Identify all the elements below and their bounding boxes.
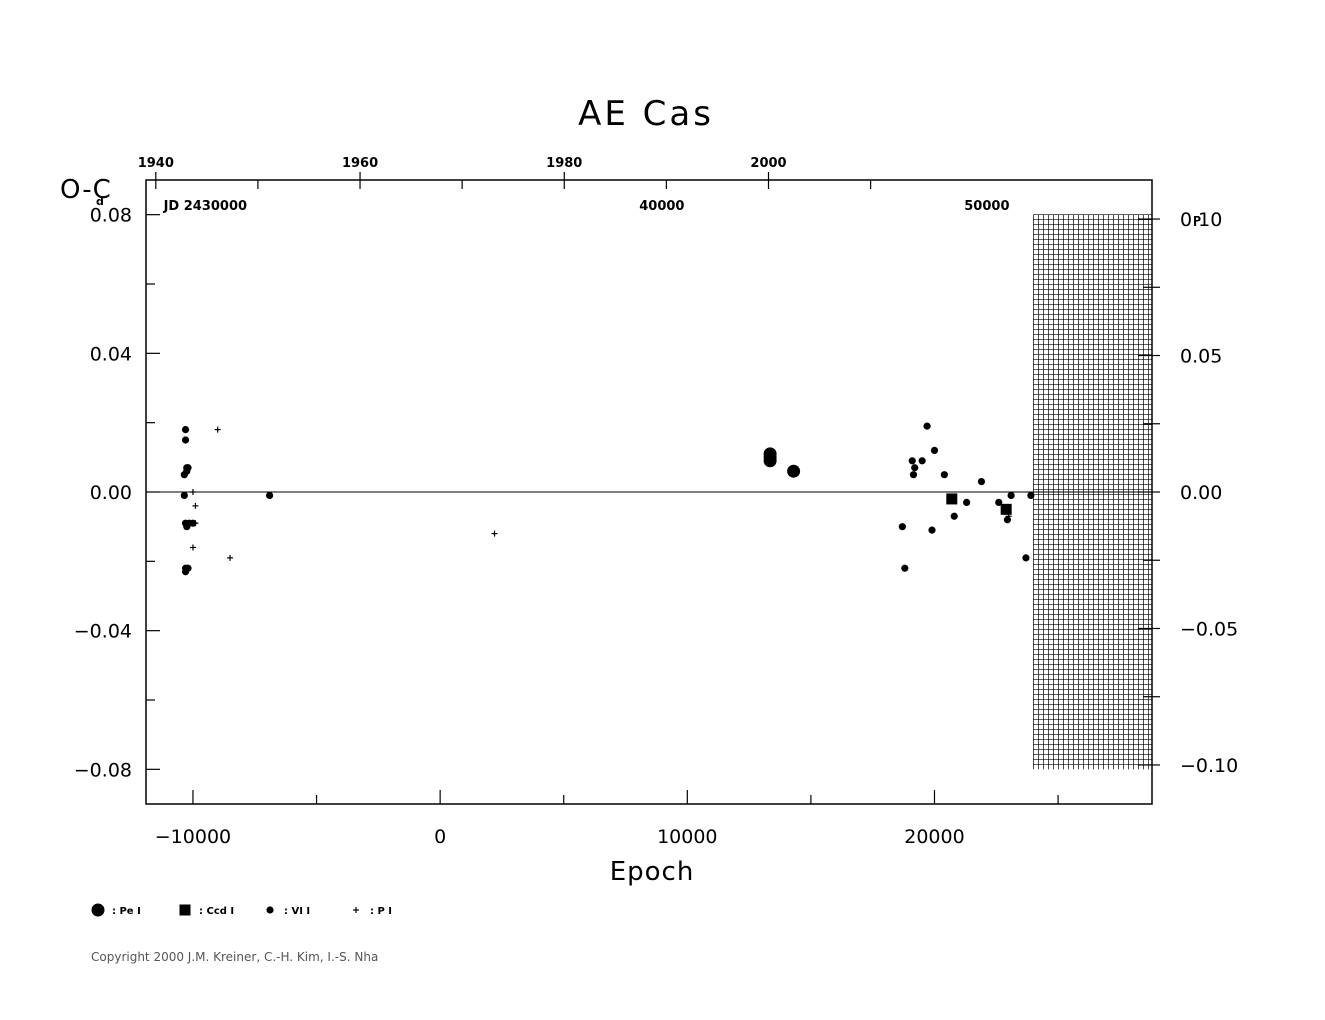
data-point-small-circle bbox=[940, 471, 948, 479]
data-point-plus bbox=[491, 530, 498, 537]
data-point-plus bbox=[192, 502, 199, 509]
data-point-plus bbox=[227, 554, 234, 561]
y-tick-label: 0.04 bbox=[90, 343, 132, 365]
legend: : Pe I : Ccd I : VI I : P I bbox=[91, 903, 392, 917]
data-point-plus bbox=[189, 489, 196, 495]
data-point-large-circle bbox=[763, 454, 777, 468]
top-jd-label: JD 2430000 bbox=[163, 199, 247, 214]
data-point-small-circle bbox=[930, 446, 939, 454]
right-y-axis-unit: P bbox=[1193, 214, 1201, 227]
tick-labels: −10000 0 10000 20000 0.08 0.04 0.00 −0.04 −0.08 0… bbox=[74, 156, 1238, 848]
data-point-small-circle bbox=[180, 491, 188, 500]
data-point-plus bbox=[1005, 513, 1012, 520]
data-point-large-circle bbox=[787, 464, 801, 478]
legend-label: : Ccd I bbox=[199, 906, 234, 917]
top-jd-label: 50000 bbox=[964, 199, 1009, 214]
data-point-square bbox=[1000, 503, 1012, 515]
data-point-plus bbox=[189, 544, 196, 551]
x-tick-label: 0 bbox=[434, 826, 446, 848]
data-point-small-circle bbox=[918, 457, 926, 465]
x-axis-title: Epoch bbox=[610, 857, 695, 887]
y-tick-label: 0.00 bbox=[90, 482, 132, 504]
legend-label: : Pe I bbox=[112, 906, 141, 917]
copyright-text: Copyright 2000 J.M. Kreiner, C.-H. Kim, … bbox=[91, 950, 378, 964]
top-year-label: 1980 bbox=[546, 156, 582, 171]
data-point-small-circle bbox=[1003, 516, 1012, 524]
legend-symbol-square bbox=[179, 904, 191, 916]
right-y-tick-label: 0.05 bbox=[1180, 346, 1222, 368]
x-tick-label: 20000 bbox=[904, 826, 964, 848]
y-tick-label: −0.08 bbox=[74, 759, 132, 781]
chart-title: AE Cas bbox=[578, 94, 714, 134]
legend-label: : VI I bbox=[284, 906, 310, 917]
data-point-small-circle bbox=[180, 471, 188, 479]
data-point-small-circle bbox=[184, 464, 192, 472]
data-point-square bbox=[946, 493, 958, 505]
y-axis-unit: d bbox=[96, 195, 104, 208]
data-point-small-circle bbox=[908, 457, 916, 465]
data-point-small-circle bbox=[1027, 491, 1035, 500]
top-year-label: 1960 bbox=[342, 156, 378, 171]
data-point-small-circle bbox=[181, 436, 190, 444]
legend-symbol-large-circle bbox=[91, 903, 105, 917]
data-points bbox=[180, 422, 1035, 576]
y-axis-title: O-C bbox=[60, 175, 112, 205]
top-jd-label: 40000 bbox=[639, 199, 684, 214]
right-y-tick-label: −0.10 bbox=[1180, 755, 1238, 777]
data-point-plus bbox=[214, 426, 221, 433]
data-point-small-circle bbox=[977, 478, 986, 486]
data-point-small-circle bbox=[181, 426, 190, 434]
data-point-small-circle bbox=[923, 422, 931, 430]
data-point-small-circle bbox=[898, 523, 906, 531]
top-year-label: 1940 bbox=[138, 156, 174, 171]
data-point-plus bbox=[192, 520, 199, 527]
y-tick-label: 0.08 bbox=[90, 205, 132, 227]
data-point-small-circle bbox=[963, 498, 971, 506]
x-tick-label: 10000 bbox=[657, 826, 717, 848]
data-point-small-circle bbox=[911, 464, 919, 472]
data-point-small-circle bbox=[950, 512, 958, 520]
data-point-small-circle bbox=[1007, 491, 1015, 500]
data-point-small-circle bbox=[928, 526, 936, 534]
top-year-label: 2000 bbox=[750, 156, 786, 171]
data-point-small-circle bbox=[995, 498, 1003, 506]
data-point-small-circle bbox=[181, 564, 190, 572]
legend-symbol-plus bbox=[353, 907, 359, 913]
right-y-tick-label: 0.10 bbox=[1180, 209, 1222, 231]
data-point-small-circle bbox=[183, 523, 191, 531]
y-tick-label: −0.04 bbox=[74, 621, 132, 643]
axis-ticks bbox=[146, 172, 1160, 804]
legend-label: : P I bbox=[370, 906, 392, 917]
right-y-tick-label: −0.05 bbox=[1180, 618, 1238, 640]
legend-symbol-small-circle bbox=[266, 906, 274, 914]
data-point-small-circle bbox=[1022, 554, 1030, 562]
data-point-small-circle bbox=[901, 564, 909, 572]
x-tick-label: −10000 bbox=[155, 826, 231, 848]
data-point-small-circle bbox=[265, 491, 274, 500]
data-point-small-circle bbox=[909, 471, 918, 479]
right-y-tick-label: 0.00 bbox=[1180, 482, 1222, 504]
